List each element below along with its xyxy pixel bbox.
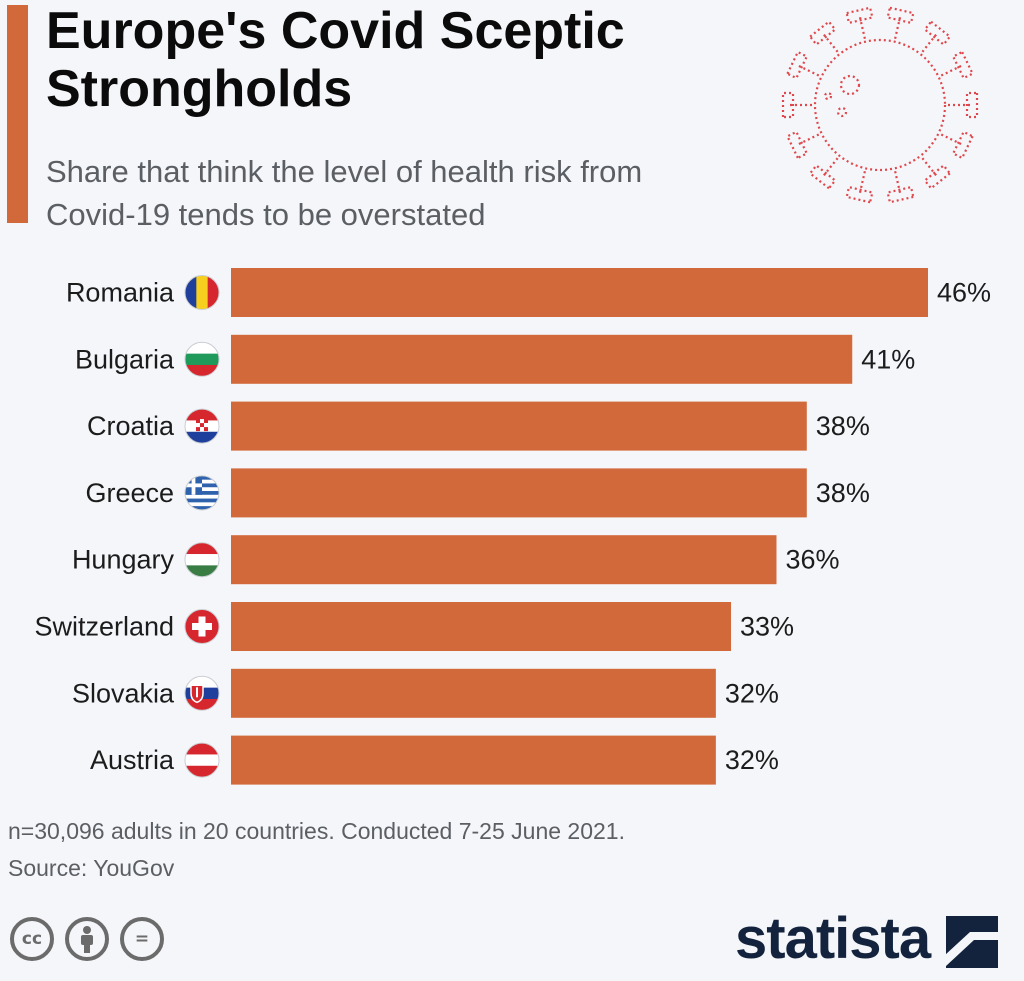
chart-subtitle: Share that think the level of health ris… [46,154,643,232]
category-label-bulgaria: Bulgaria [75,344,175,374]
value-label-romania: 46% [937,278,991,308]
bar-greece [231,468,807,518]
value-label-slovakia: 32% [725,678,779,708]
hungary-flag-icon [184,542,220,578]
bar-slovakia [231,668,716,718]
value-label-austria: 32% [725,745,779,775]
bar-austria [231,735,716,785]
source-note: Source: YouGov [8,855,175,881]
value-label-switzerland: 33% [740,612,794,642]
category-label-slovakia: Slovakia [72,678,175,708]
category-label-croatia: Croatia [87,411,175,441]
chart-title: Europe's Covid Sceptic Strongholds [46,2,625,118]
statista-logo-text[interactable]: statista [735,906,931,971]
statista-logo-icon[interactable] [946,916,998,968]
greece-flag-icon [184,475,220,511]
value-label-croatia: 38% [816,411,870,441]
bar-chart: Romania 46% Bulgaria 41% Croatia 38% Greece 38%… [34,268,991,785]
category-label-greece: Greece [85,478,174,508]
license-icons: cc = [10,917,164,961]
attribution-icon[interactable] [65,917,109,961]
bulgaria-flag-icon [184,341,220,377]
value-label-bulgaria: 41% [861,344,915,374]
accent-bar [7,5,28,223]
value-label-greece: 38% [816,478,870,508]
category-label-austria: Austria [90,745,175,775]
category-label-hungary: Hungary [72,545,175,575]
value-label-hungary: 36% [785,545,839,575]
croatia-flag-icon [184,408,220,444]
austria-flag-icon [184,742,220,778]
no-derivatives-icon[interactable]: = [120,917,164,961]
slovakia-flag-icon [184,675,220,711]
romania-flag-icon [184,275,220,310]
bar-hungary [231,535,777,585]
virus-illustration [781,6,979,204]
bar-romania [231,268,928,317]
bar-bulgaria [231,334,853,384]
bar-switzerland [231,602,732,651]
sample-note: n=30,096 adults in 20 countries. Conduct… [8,818,625,844]
bar-croatia [231,401,807,451]
category-label-switzerland: Switzerland [34,612,174,642]
cc-icon[interactable]: cc [10,917,54,961]
category-label-romania: Romania [66,278,175,308]
switzerland-flag-icon [184,609,220,644]
